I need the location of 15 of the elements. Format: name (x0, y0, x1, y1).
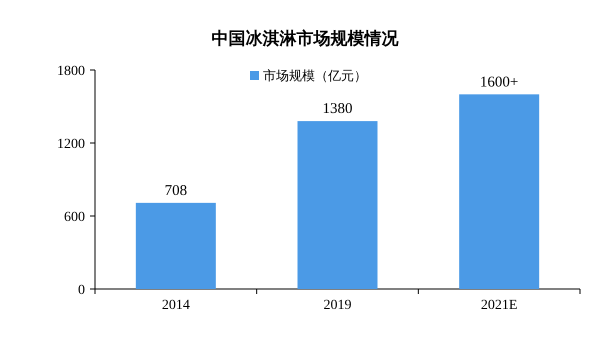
y-tick-label: 1200 (57, 137, 85, 152)
legend-label: 市场规模（亿元） (263, 69, 367, 84)
bar (136, 202, 216, 289)
bar (298, 121, 378, 289)
x-tick-label: 2021E (480, 298, 518, 313)
x-tick-label: 2019 (324, 298, 352, 313)
chart-title: 中国冰淇淋市场规模情况 (212, 29, 400, 49)
bar (459, 94, 540, 289)
data-label: 708 (164, 182, 188, 199)
data-label: 1600+ (480, 74, 518, 90)
y-tick-label: 0 (78, 283, 85, 298)
data-label: 1380 (322, 101, 352, 118)
y-tick-label: 1800 (57, 64, 85, 79)
x-tick-label: 2014 (162, 298, 190, 313)
y-tick-label: 600 (64, 210, 85, 225)
